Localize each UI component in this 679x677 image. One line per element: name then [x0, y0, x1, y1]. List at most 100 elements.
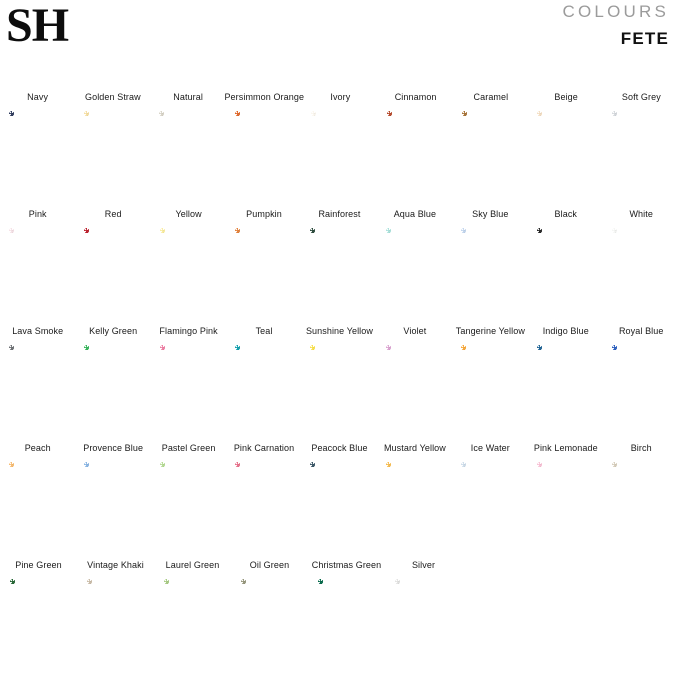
swatch-texture: [86, 347, 141, 411]
swatch-texture: [312, 347, 367, 411]
swatch-cell[interactable]: Peach: [0, 443, 75, 560]
fabric-swatch[interactable]: [612, 345, 671, 413]
swatch-label: Indigo Blue: [542, 326, 589, 336]
swatch-cell[interactable]: Golden Straw: [75, 92, 150, 209]
fabric-swatch[interactable]: [394, 579, 453, 647]
fabric-swatch[interactable]: [235, 345, 294, 413]
swatch-colour-chip: [235, 111, 294, 179]
swatch-cell[interactable]: Sky Blue: [453, 209, 528, 326]
swatch-cell[interactable]: Persimmon Orange: [224, 92, 304, 209]
fabric-swatch[interactable]: [8, 462, 67, 530]
fabric-swatch[interactable]: [461, 111, 520, 179]
section-label: COLOURS: [562, 2, 669, 21]
fabric-swatch[interactable]: [8, 345, 67, 413]
fabric-swatch[interactable]: [537, 111, 596, 179]
swatch-cell[interactable]: Violet: [377, 326, 452, 443]
fabric-swatch[interactable]: [159, 228, 218, 296]
fabric-swatch[interactable]: [310, 228, 369, 296]
fabric-swatch[interactable]: [461, 462, 520, 530]
swatch-body: [242, 581, 297, 645]
swatch-cell[interactable]: Vintage Khaki: [77, 560, 154, 677]
fabric-swatch[interactable]: [235, 111, 294, 179]
swatch-cell[interactable]: Pumpkin: [226, 209, 301, 326]
fabric-swatch[interactable]: [536, 462, 595, 530]
swatch-cell[interactable]: Soft Grey: [604, 92, 679, 209]
fabric-swatch[interactable]: [612, 462, 671, 530]
fabric-swatch[interactable]: [84, 228, 143, 296]
swatch-label: Rainforest: [318, 209, 361, 219]
swatch-cell[interactable]: Natural: [151, 92, 226, 209]
swatch-texture: [539, 113, 594, 177]
fabric-swatch[interactable]: [310, 345, 369, 413]
swatch-colour-chip: [84, 228, 143, 296]
swatch-cell[interactable]: Pastel Green: [151, 443, 226, 560]
swatch-cell[interactable]: Beige: [529, 92, 604, 209]
swatch-body: [237, 230, 292, 294]
fabric-swatch[interactable]: [385, 345, 444, 413]
swatch-cell[interactable]: Oil Green: [231, 560, 308, 677]
swatch-cell[interactable]: Tangerine Yellow: [453, 326, 528, 443]
swatch-cell[interactable]: Mustard Yellow: [377, 443, 452, 560]
fabric-swatch[interactable]: [536, 228, 595, 296]
swatch-cell[interactable]: Silver: [385, 560, 462, 677]
swatch-label: Peach: [24, 443, 51, 453]
swatch-cell[interactable]: Royal Blue: [604, 326, 679, 443]
fabric-swatch[interactable]: [240, 579, 299, 647]
fabric-swatch[interactable]: [159, 111, 218, 179]
fabric-swatch[interactable]: [163, 579, 222, 647]
fabric-swatch[interactable]: [612, 111, 671, 179]
swatch-cell[interactable]: Peacock Blue: [302, 443, 377, 560]
swatch-cell[interactable]: Red: [75, 209, 150, 326]
fabric-swatch[interactable]: [84, 345, 143, 413]
swatch-cell[interactable]: Pink Carnation: [226, 443, 301, 560]
fabric-swatch[interactable]: [317, 579, 376, 647]
swatch-cell[interactable]: Caramel: [453, 92, 528, 209]
fabric-swatch[interactable]: [235, 228, 294, 296]
swatch-label: Golden Straw: [85, 92, 141, 102]
fabric-swatch[interactable]: [159, 345, 218, 413]
swatch-cell[interactable]: Teal: [226, 326, 301, 443]
swatch-texture: [614, 230, 669, 294]
swatch-label: Soft Grey: [621, 92, 661, 102]
fabric-swatch[interactable]: [8, 228, 67, 296]
swatch-cell[interactable]: Pink Lemonade: [528, 443, 603, 560]
swatch-cell[interactable]: Indigo Blue: [528, 326, 603, 443]
fabric-swatch[interactable]: [612, 228, 671, 296]
fabric-swatch[interactable]: [311, 111, 370, 179]
swatch-cell[interactable]: Lava Smoke: [0, 326, 75, 443]
fabric-swatch[interactable]: [461, 228, 520, 296]
swatch-cell[interactable]: Yellow: [151, 209, 226, 326]
swatch-cell[interactable]: Cinnamon: [378, 92, 453, 209]
swatch-cell[interactable]: Rainforest: [302, 209, 377, 326]
fabric-swatch[interactable]: [8, 111, 67, 179]
swatch-cell[interactable]: Christmas Green: [308, 560, 385, 677]
fabric-swatch[interactable]: [235, 462, 294, 530]
fabric-swatch[interactable]: [83, 111, 142, 179]
fabric-swatch[interactable]: [86, 579, 145, 647]
swatch-texture: [614, 464, 669, 528]
swatch-cell[interactable]: Ivory: [303, 92, 378, 209]
swatch-cell[interactable]: Provence Blue: [75, 443, 150, 560]
fabric-swatch[interactable]: [159, 462, 218, 530]
fabric-swatch[interactable]: [9, 579, 68, 647]
swatch-cell[interactable]: Ice Water: [453, 443, 528, 560]
fabric-swatch[interactable]: [84, 462, 143, 530]
fabric-swatch[interactable]: [310, 462, 369, 530]
swatch-colour-chip: [159, 462, 218, 530]
swatch-cell[interactable]: Black: [528, 209, 603, 326]
fabric-swatch[interactable]: [385, 228, 444, 296]
fabric-swatch[interactable]: [386, 111, 445, 179]
swatch-cell[interactable]: Laurel Green: [154, 560, 231, 677]
swatch-cell[interactable]: Sunshine Yellow: [302, 326, 377, 443]
swatch-cell[interactable]: Birch: [604, 443, 679, 560]
swatch-cell[interactable]: Kelly Green: [75, 326, 150, 443]
swatch-cell[interactable]: Navy: [0, 92, 75, 209]
swatch-cell[interactable]: Aqua Blue: [377, 209, 452, 326]
swatch-cell[interactable]: Pink: [0, 209, 75, 326]
fabric-swatch[interactable]: [385, 462, 444, 530]
swatch-cell[interactable]: Pine Green: [0, 560, 77, 677]
swatch-cell[interactable]: Flamingo Pink: [151, 326, 226, 443]
fabric-swatch[interactable]: [461, 345, 520, 413]
swatch-cell[interactable]: White: [604, 209, 679, 326]
fabric-swatch[interactable]: [536, 345, 595, 413]
